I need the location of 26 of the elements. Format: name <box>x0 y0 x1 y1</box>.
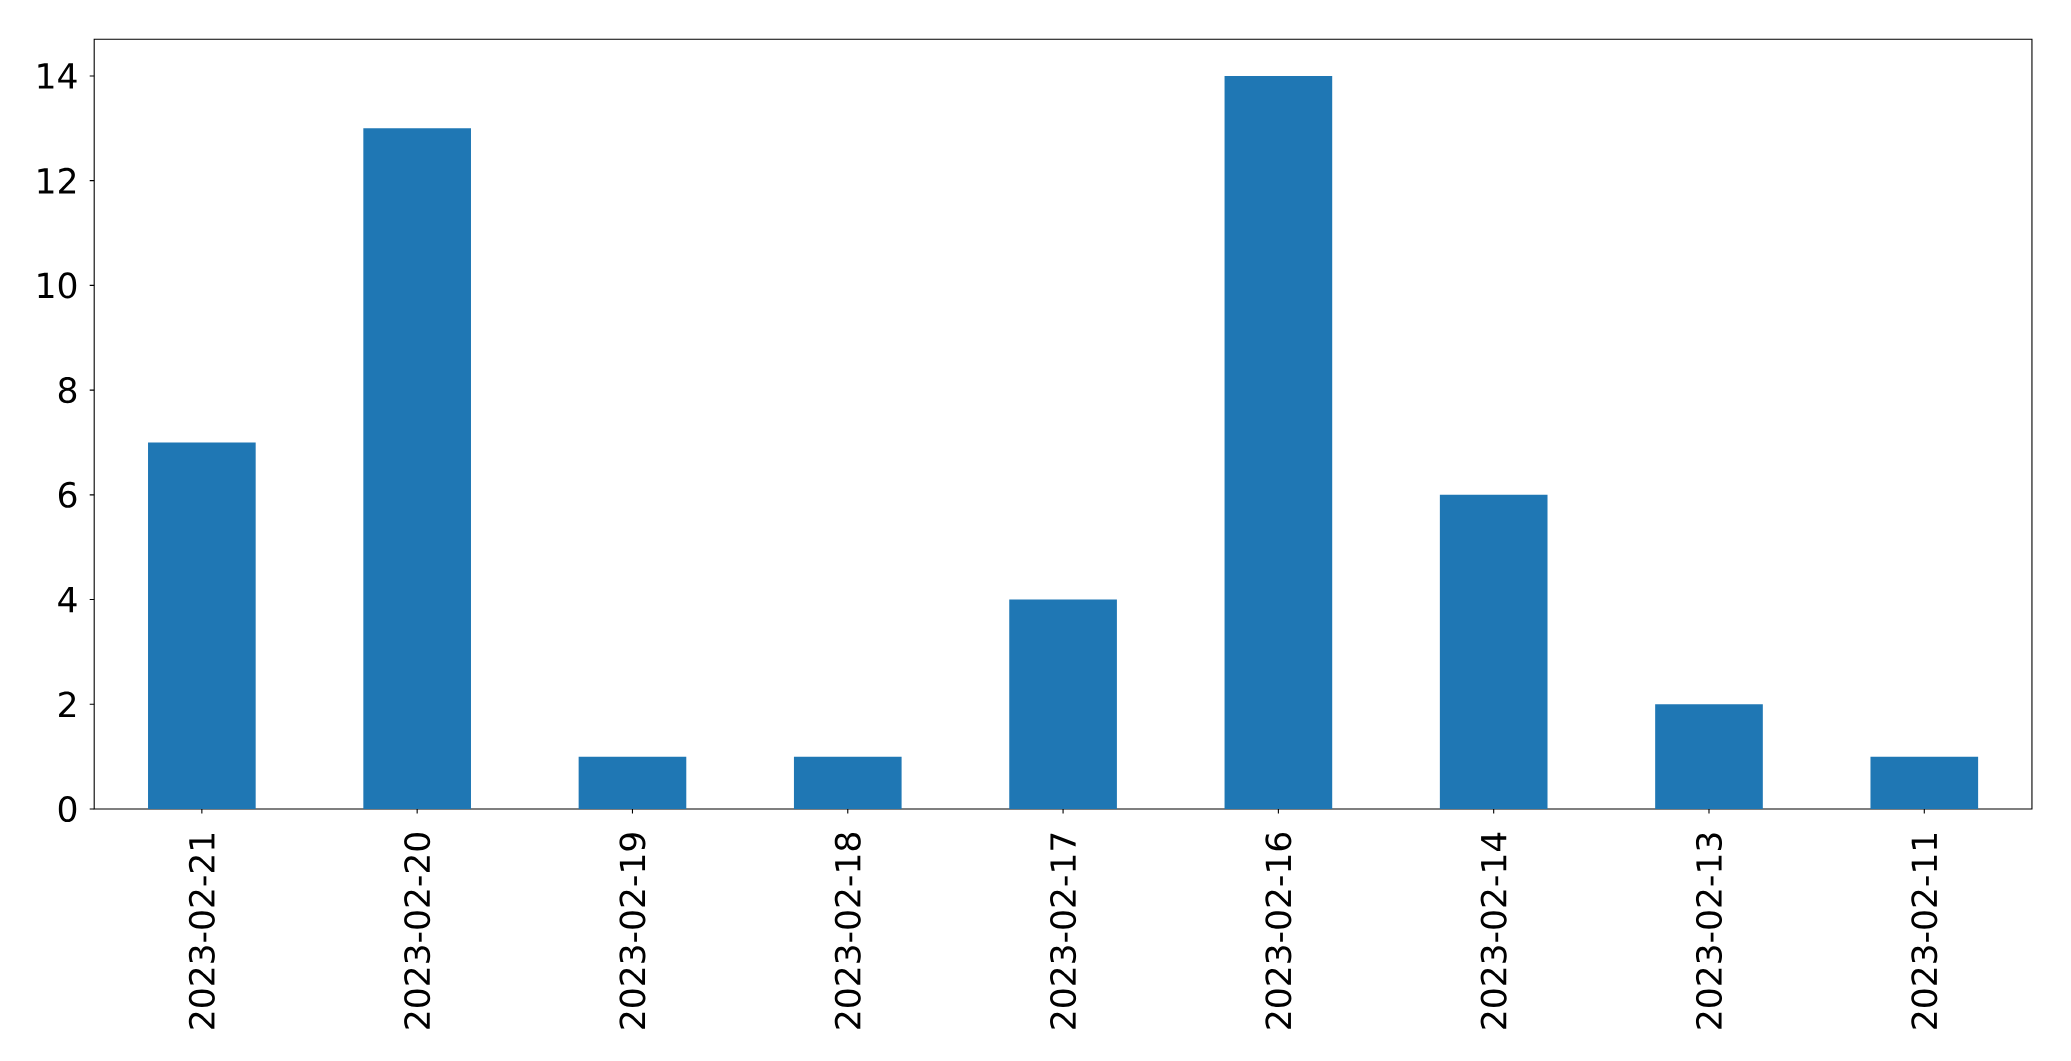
bar <box>578 756 687 809</box>
x-tick-label: 2023-02-21 <box>188 833 215 1029</box>
bar <box>1870 756 1979 809</box>
bar <box>1224 75 1333 809</box>
x-tick-label: 2023-02-11 <box>1911 833 1938 1029</box>
y-tick-label: 4 <box>58 586 77 613</box>
x-tick-label: 2023-02-13 <box>1695 833 1723 1029</box>
bar <box>1655 704 1763 809</box>
y-tick-label: 2 <box>59 691 76 718</box>
y-tick-label: 14 <box>38 63 77 89</box>
x-tick-label: 2023-02-14 <box>1480 832 1507 1029</box>
x-tick-label: 2023-02-18 <box>834 833 861 1029</box>
bar <box>1009 599 1117 809</box>
y-tick-label: 8 <box>58 377 77 404</box>
y-tick-label: 0 <box>58 795 77 823</box>
bar <box>363 128 471 809</box>
x-tick-label: 2023-02-17 <box>1050 833 1077 1029</box>
y-tick-label: 6 <box>58 481 77 508</box>
y-tick-label: 10 <box>38 272 77 299</box>
x-tick-label: 2023-02-20 <box>404 833 431 1029</box>
y-tick-label: 12 <box>38 167 76 194</box>
bar <box>1439 494 1548 809</box>
x-tick-label: 2023-02-19 <box>619 833 646 1029</box>
bar <box>148 442 256 809</box>
x-tick-label: 2023-02-16 <box>1265 832 1292 1029</box>
bar <box>793 756 902 809</box>
